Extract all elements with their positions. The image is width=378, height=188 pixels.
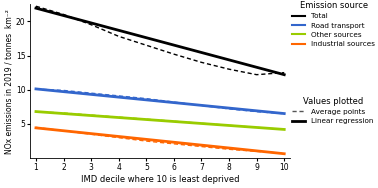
X-axis label: IMD decile where 10 is least deprived: IMD decile where 10 is least deprived xyxy=(81,175,239,184)
Y-axis label: NOx emissions in 2019 / tonnes  km⁻²: NOx emissions in 2019 / tonnes km⁻² xyxy=(4,9,13,154)
Legend: Average points, Linear regression: Average points, Linear regression xyxy=(292,97,373,124)
